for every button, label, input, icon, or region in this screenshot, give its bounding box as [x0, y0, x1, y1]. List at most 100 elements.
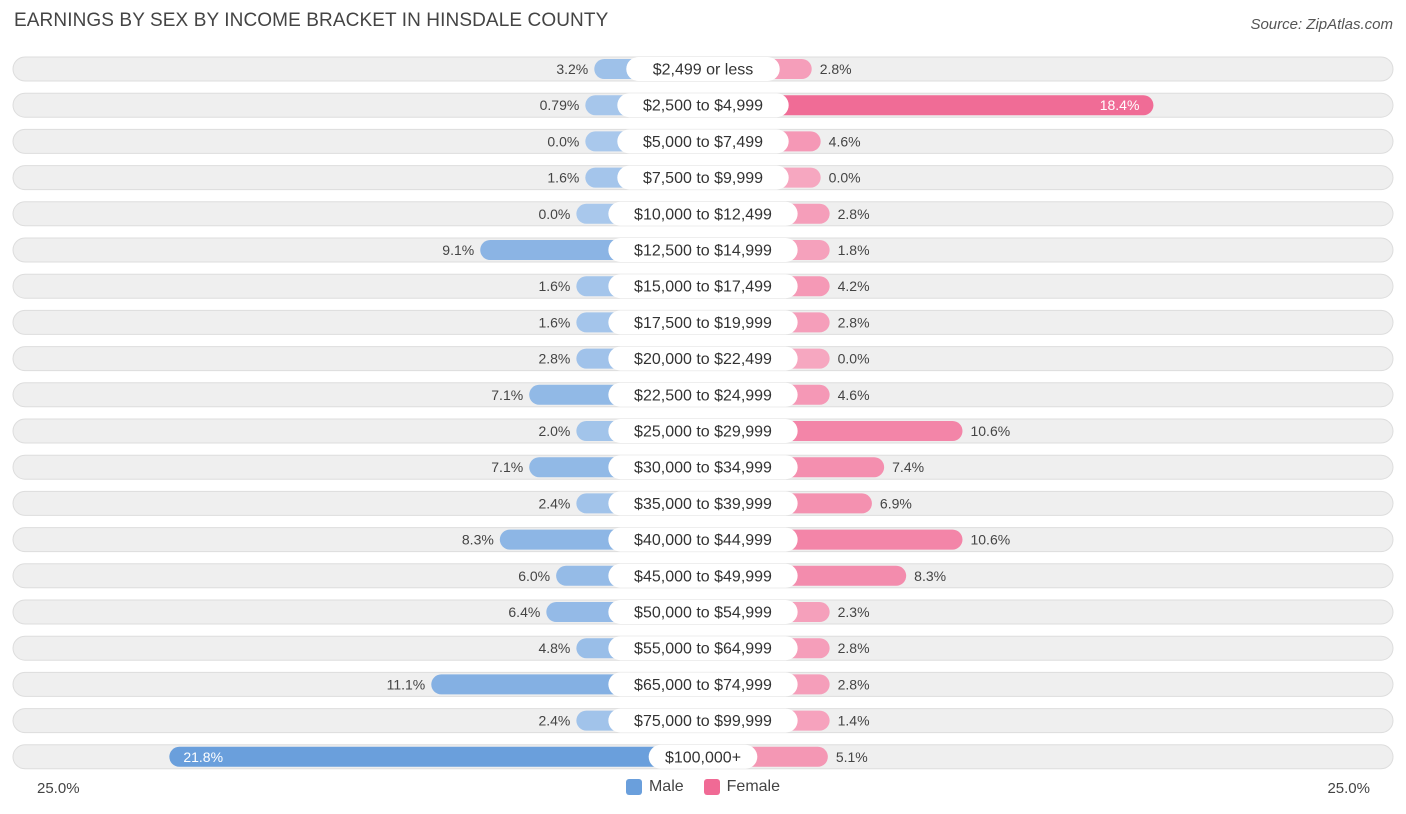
category-label: $55,000 to $64,999: [634, 641, 772, 658]
category-pill: [617, 129, 789, 154]
category-pill: [608, 672, 798, 697]
legend: Male Female: [0, 778, 1406, 796]
category-pill: [608, 527, 798, 552]
chart-row: $2,500 to $4,999 0.79% 18.4%: [12, 92, 1394, 118]
chart-row: $55,000 to $64,999 4.8% 2.8%: [12, 635, 1394, 661]
female-value-label: 5.1%: [836, 749, 868, 765]
category-label: $100,000+: [665, 749, 741, 766]
category-pill: [648, 744, 758, 769]
male-value-label: 1.6%: [538, 314, 570, 330]
category-pill: [608, 419, 798, 443]
chart-row: $10,000 to $12,499 0.0% 2.8%: [12, 201, 1394, 227]
chart-row: $22,500 to $24,999 7.1% 4.6%: [12, 382, 1394, 408]
female-value-label: 6.9%: [880, 495, 912, 511]
category-label: $22,500 to $24,999: [634, 387, 772, 404]
chart-row: $50,000 to $54,999 6.4% 2.3%: [12, 599, 1394, 625]
male-value-label: 9.1%: [442, 242, 474, 258]
category-label: $20,000 to $22,499: [634, 351, 772, 368]
female-value-label: 4.6%: [829, 133, 861, 149]
chart-row: $17,500 to $19,999 1.6% 2.8%: [12, 309, 1394, 335]
chart-row: $40,000 to $44,999 8.3% 10.6%: [12, 527, 1394, 553]
legend-label-female: Female: [726, 778, 781, 795]
category-pill: [617, 93, 789, 118]
source-credit: Source: ZipAtlas.com: [1250, 16, 1393, 33]
category-label: $5,000 to $7,499: [643, 134, 763, 151]
chart-row: $2,499 or less 3.2% 2.8%: [12, 56, 1394, 82]
male-value-label: 21.8%: [183, 749, 223, 765]
female-value-label: 1.8%: [838, 242, 870, 258]
chart-row: $45,000 to $49,999 6.0% 8.3%: [12, 563, 1394, 589]
male-value-label: 6.0%: [518, 568, 550, 584]
category-pill: [617, 165, 789, 190]
male-value-label: 1.6%: [547, 170, 579, 186]
category-pill: [608, 274, 798, 299]
male-value-label: 3.2%: [556, 61, 588, 77]
category-label: $2,500 to $4,999: [643, 98, 763, 115]
male-value-label: 2.4%: [538, 713, 570, 729]
male-value-label: 2.4%: [538, 495, 570, 511]
female-value-label: 10.6%: [970, 423, 1010, 439]
female-value-label: 2.3%: [838, 604, 870, 620]
male-bar: [169, 746, 703, 767]
chart-row: $20,000 to $22,499 2.8% 0.0%: [12, 346, 1394, 372]
female-value-label: 1.4%: [838, 713, 870, 729]
male-value-label: 2.0%: [538, 423, 570, 439]
female-value-label: 8.3%: [914, 568, 946, 584]
legend-item-male[interactable]: Male: [625, 778, 684, 796]
axis-right-label: 25.0%: [1327, 780, 1370, 797]
category-pill: [608, 491, 798, 516]
male-value-label: 11.1%: [387, 676, 426, 692]
male-value-label: 0.0%: [538, 206, 570, 222]
category-pill: [608, 455, 798, 480]
female-value-label: 2.8%: [838, 676, 870, 692]
category-pill: [608, 600, 798, 624]
chart-row: $5,000 to $7,499 0.0% 4.6%: [12, 128, 1394, 154]
male-value-label: 7.1%: [491, 459, 523, 475]
female-value-label: 2.8%: [838, 314, 870, 330]
category-label: $35,000 to $39,999: [634, 496, 772, 513]
category-pill: [608, 563, 798, 588]
female-bar: [703, 95, 1154, 116]
category-pill: [608, 708, 798, 733]
male-value-label: 6.4%: [508, 604, 540, 620]
female-value-label: 10.6%: [970, 532, 1010, 548]
category-label: $25,000 to $29,999: [634, 424, 772, 441]
category-pill: [608, 238, 798, 262]
female-value-label: 0.0%: [838, 351, 870, 367]
chart-row: $25,000 to $29,999 2.0% 10.6%: [12, 418, 1394, 444]
legend-item-female[interactable]: Female: [703, 778, 781, 796]
axis-left-label: 25.0%: [37, 780, 80, 797]
male-value-label: 8.3%: [462, 532, 494, 548]
chart-row: $100,000+ 21.8% 5.1%: [12, 744, 1394, 770]
chart-row: $35,000 to $39,999 2.4% 6.9%: [12, 490, 1394, 516]
category-label: $2,499 or less: [653, 62, 754, 79]
category-label: $65,000 to $74,999: [634, 677, 772, 694]
category-label: $7,500 to $9,999: [643, 170, 763, 187]
female-value-label: 18.4%: [1100, 97, 1140, 113]
chart-row: $65,000 to $74,999 11.1% 2.8%: [12, 671, 1394, 697]
category-label: $12,500 to $14,999: [634, 243, 772, 260]
male-value-label: 1.6%: [538, 278, 570, 294]
chart-title: EARNINGS BY SEX BY INCOME BRACKET IN HIN…: [14, 10, 609, 31]
male-value-label: 0.0%: [547, 133, 579, 149]
male-value-label: 0.79%: [540, 97, 580, 113]
category-pill: [608, 346, 798, 371]
chart-row: $12,500 to $14,999 9.1% 1.8%: [12, 237, 1394, 263]
category-label: $17,500 to $19,999: [634, 315, 772, 332]
female-value-label: 4.6%: [838, 387, 870, 403]
category-pill: [626, 57, 780, 81]
category-pill: [608, 636, 798, 661]
category-pill: [608, 382, 798, 407]
female-value-label: 2.8%: [838, 206, 870, 222]
chart-row: $7,500 to $9,999 1.6% 0.0%: [12, 165, 1394, 191]
legend-label-male: Male: [648, 778, 684, 795]
category-label: $10,000 to $12,499: [634, 206, 772, 223]
legend-swatch-male: [625, 779, 642, 795]
chart-row: $15,000 to $17,499 1.6% 4.2%: [12, 273, 1394, 299]
category-label: $30,000 to $34,999: [634, 460, 772, 477]
male-value-label: 2.8%: [538, 351, 570, 367]
female-value-label: 2.8%: [838, 640, 870, 656]
category-pill: [608, 310, 798, 335]
chart-row: $30,000 to $34,999 7.1% 7.4%: [12, 454, 1394, 480]
